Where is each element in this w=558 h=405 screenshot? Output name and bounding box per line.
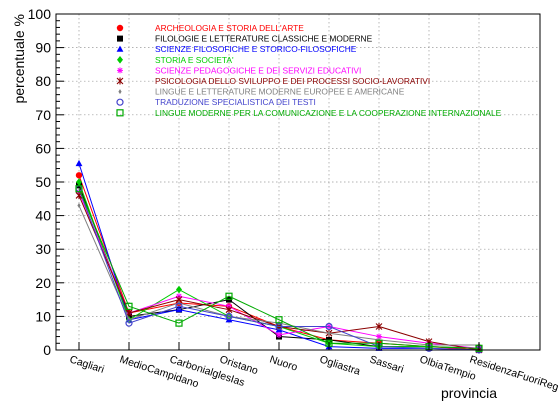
legend-marker xyxy=(116,24,124,32)
data-point xyxy=(376,333,382,340)
legend-label: LINGUE E LETTERATURE MODERNE EUROPEE E A… xyxy=(155,87,405,97)
y-tick-label: 80 xyxy=(35,73,51,89)
series-layer xyxy=(75,159,483,354)
legend: ARCHEOLOGIA E STORIA DELL'ARTEFILOLOGIE … xyxy=(116,23,502,118)
series-line xyxy=(78,188,480,351)
series xyxy=(75,185,483,352)
x-tick-label: Ogliastra xyxy=(318,353,362,377)
grid xyxy=(56,13,540,351)
y-tick-label: 40 xyxy=(35,208,51,224)
data-point xyxy=(75,159,83,167)
y-tick-label: 30 xyxy=(35,241,51,257)
y-axis-title: percentuale % xyxy=(11,14,27,104)
legend-label: PSICOLOGIA DELLO SVILUPPO E DEI PROCESSI… xyxy=(155,76,430,86)
y-tick-label: 90 xyxy=(35,40,51,56)
legend-marker xyxy=(116,45,124,52)
x-axis-title: provincia xyxy=(441,385,497,401)
data-point xyxy=(76,178,82,186)
data-point xyxy=(327,330,331,336)
legend-marker xyxy=(117,56,123,64)
y-tick-label: 100 xyxy=(28,6,52,22)
data-point xyxy=(375,322,383,330)
data-point xyxy=(276,331,282,338)
data-point xyxy=(225,306,233,314)
y-axis: 0 10 20 30 40 50 60 70 80 90 100 xyxy=(28,6,64,358)
legend-label: TRADUZIONE SPECIALISTICA DEI TESTI xyxy=(155,97,316,107)
y-tick-label: 0 xyxy=(43,342,51,358)
data-point xyxy=(125,302,133,310)
data-point xyxy=(225,292,233,300)
x-tick-label: OlbiaTempio xyxy=(418,353,477,382)
legend-marker xyxy=(116,109,124,117)
x-tick-label: Sassari xyxy=(368,353,405,375)
legend-label: SCIENZE FILOSOFICHE E STORICO-FILOSOFICH… xyxy=(155,44,357,54)
legend-marker xyxy=(116,77,124,85)
legend-marker xyxy=(117,67,123,74)
data-point xyxy=(325,322,333,331)
data-point xyxy=(125,319,133,327)
legend-label: SCIENZE PEDAGOGICHE E DEI SERVIZI EDUCAT… xyxy=(155,65,361,75)
legend-marker xyxy=(117,35,123,42)
y-tick-label: 20 xyxy=(35,275,51,291)
data-point xyxy=(175,302,183,310)
data-point xyxy=(275,322,283,331)
legend-marker xyxy=(116,98,124,106)
y-tick-label: 50 xyxy=(35,174,51,190)
data-point xyxy=(77,203,81,209)
series-line xyxy=(78,188,480,349)
x-tick-label: Nuoro xyxy=(268,353,299,373)
y-tick-label: 10 xyxy=(35,308,51,324)
legend-label: ARCHEOLOGIA E STORIA DELL'ARTE xyxy=(155,23,304,33)
legend-label: STORIA E SOCIETA' xyxy=(155,55,234,65)
y-tick-label: 70 xyxy=(35,107,51,123)
y-tick-label: 60 xyxy=(35,140,51,156)
data-point xyxy=(275,316,283,324)
legend-marker xyxy=(118,89,122,95)
data-point xyxy=(176,285,182,294)
legend-label: FILOLOGIE E LETTERATURE CLASSICHE E MODE… xyxy=(155,34,373,44)
legend-label: LINGUE MODERNE PER LA COMUNICAZIONE E LA… xyxy=(155,108,502,118)
data-point xyxy=(175,319,183,327)
data-point xyxy=(75,185,83,193)
x-tick-label: Cagliari xyxy=(68,353,106,375)
data-point xyxy=(75,172,83,179)
data-point xyxy=(225,312,233,320)
